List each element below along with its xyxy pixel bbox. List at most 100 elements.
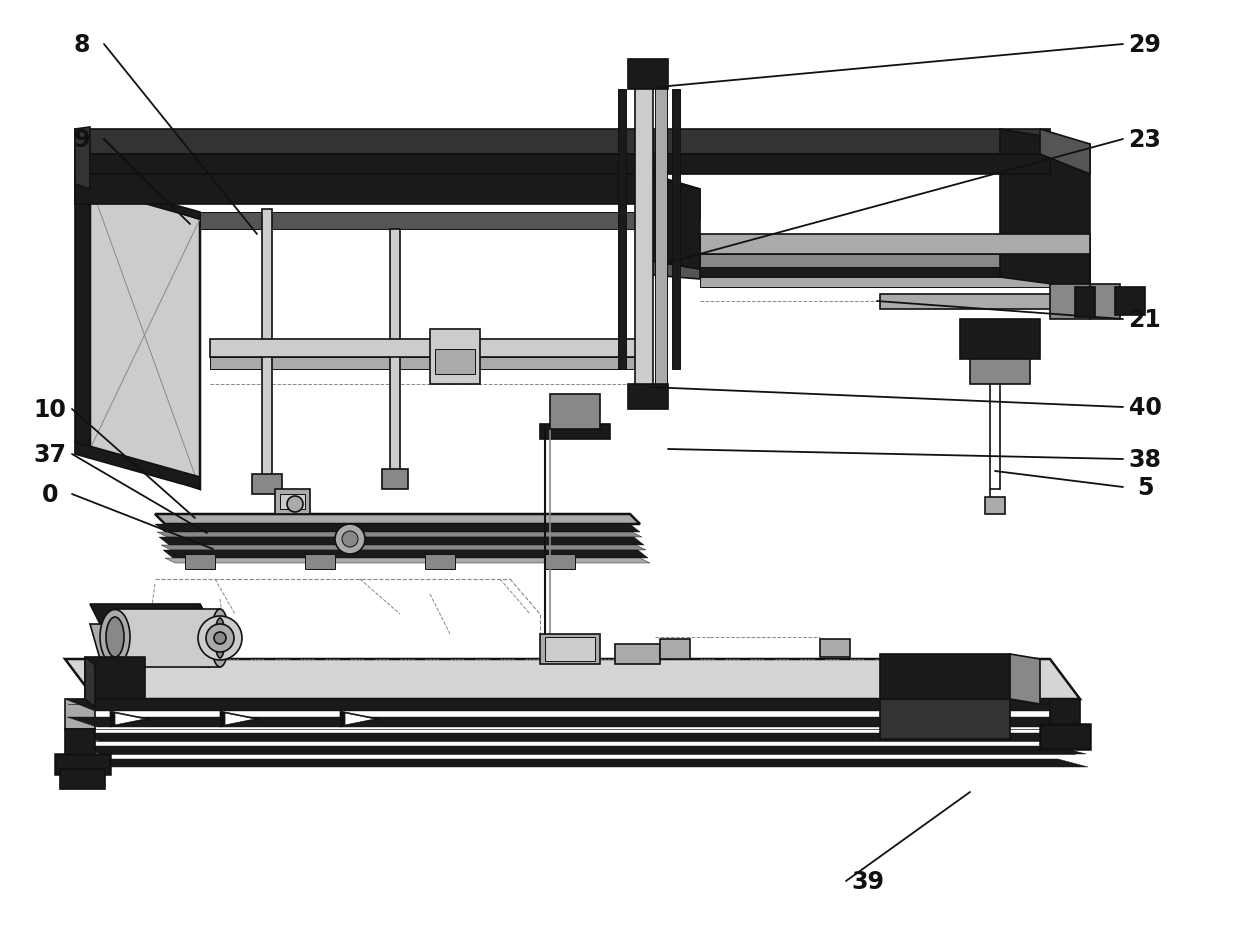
Polygon shape [640,260,701,280]
Polygon shape [275,489,310,514]
Text: 5: 5 [1137,475,1153,500]
Circle shape [335,525,365,554]
Polygon shape [74,443,200,489]
Polygon shape [999,129,1090,289]
Text: 23: 23 [1128,128,1162,151]
Polygon shape [701,255,1090,268]
Bar [1115,288,1145,316]
Polygon shape [985,498,1004,514]
Polygon shape [1040,129,1090,175]
Polygon shape [55,754,110,774]
Polygon shape [74,178,200,220]
Polygon shape [650,175,701,220]
Circle shape [215,632,226,645]
Polygon shape [960,320,1040,360]
Polygon shape [340,711,379,727]
Polygon shape [110,711,150,727]
Polygon shape [67,717,1083,727]
Polygon shape [155,525,640,532]
Polygon shape [74,175,650,205]
Polygon shape [219,711,260,727]
Polygon shape [64,729,95,759]
Polygon shape [539,425,610,440]
Polygon shape [60,769,105,789]
Polygon shape [74,155,1050,175]
Polygon shape [660,640,689,660]
Polygon shape [157,532,642,538]
Polygon shape [91,625,210,667]
Circle shape [198,616,242,661]
Polygon shape [252,474,281,494]
Polygon shape [165,559,650,564]
Polygon shape [880,295,1060,309]
Polygon shape [701,268,1090,278]
Polygon shape [161,545,646,550]
Polygon shape [382,469,408,489]
Polygon shape [391,229,401,474]
Polygon shape [74,178,91,449]
Polygon shape [200,605,210,667]
Polygon shape [701,235,1090,255]
Polygon shape [425,554,455,569]
Polygon shape [435,349,475,374]
Polygon shape [162,550,649,559]
Polygon shape [91,605,210,625]
Polygon shape [1075,288,1095,318]
Text: 9: 9 [73,128,91,151]
Polygon shape [115,713,145,725]
Polygon shape [820,640,849,657]
Circle shape [342,531,358,547]
Polygon shape [280,494,305,509]
Polygon shape [69,733,1084,742]
Text: 29: 29 [1128,33,1162,57]
Text: 21: 21 [1128,307,1162,331]
Polygon shape [64,660,1080,700]
Polygon shape [345,713,374,725]
Polygon shape [210,340,640,358]
Text: 8: 8 [73,33,91,57]
Polygon shape [430,329,480,385]
Bar [627,385,668,409]
Text: 10: 10 [33,398,67,422]
Polygon shape [86,657,145,700]
Ellipse shape [215,619,224,659]
Polygon shape [701,278,1090,288]
Polygon shape [880,654,1011,700]
Polygon shape [262,209,272,480]
Polygon shape [1040,724,1090,749]
Bar [672,89,680,369]
Bar [627,60,668,89]
Polygon shape [91,185,200,489]
Polygon shape [546,637,595,662]
Ellipse shape [100,610,130,664]
Polygon shape [1090,285,1120,320]
Polygon shape [640,175,701,269]
Bar [635,69,653,400]
Polygon shape [159,538,644,545]
Polygon shape [115,609,219,667]
Text: 37: 37 [33,443,67,466]
Polygon shape [880,700,1011,739]
Polygon shape [64,700,95,729]
Polygon shape [546,554,575,569]
Circle shape [206,625,234,652]
Polygon shape [86,657,95,707]
Circle shape [286,497,303,512]
Text: 0: 0 [42,483,58,506]
Polygon shape [74,128,91,189]
Ellipse shape [211,609,229,667]
Polygon shape [970,360,1030,385]
Polygon shape [73,759,1087,767]
Text: 39: 39 [852,869,884,893]
Polygon shape [155,514,640,525]
Polygon shape [1050,700,1080,729]
Text: 38: 38 [1128,447,1162,471]
Text: 40: 40 [1128,396,1162,420]
Ellipse shape [105,617,124,657]
Polygon shape [539,634,600,664]
Polygon shape [1011,654,1040,704]
Polygon shape [224,713,255,725]
Polygon shape [551,394,600,429]
Polygon shape [200,213,650,229]
Polygon shape [210,358,640,369]
